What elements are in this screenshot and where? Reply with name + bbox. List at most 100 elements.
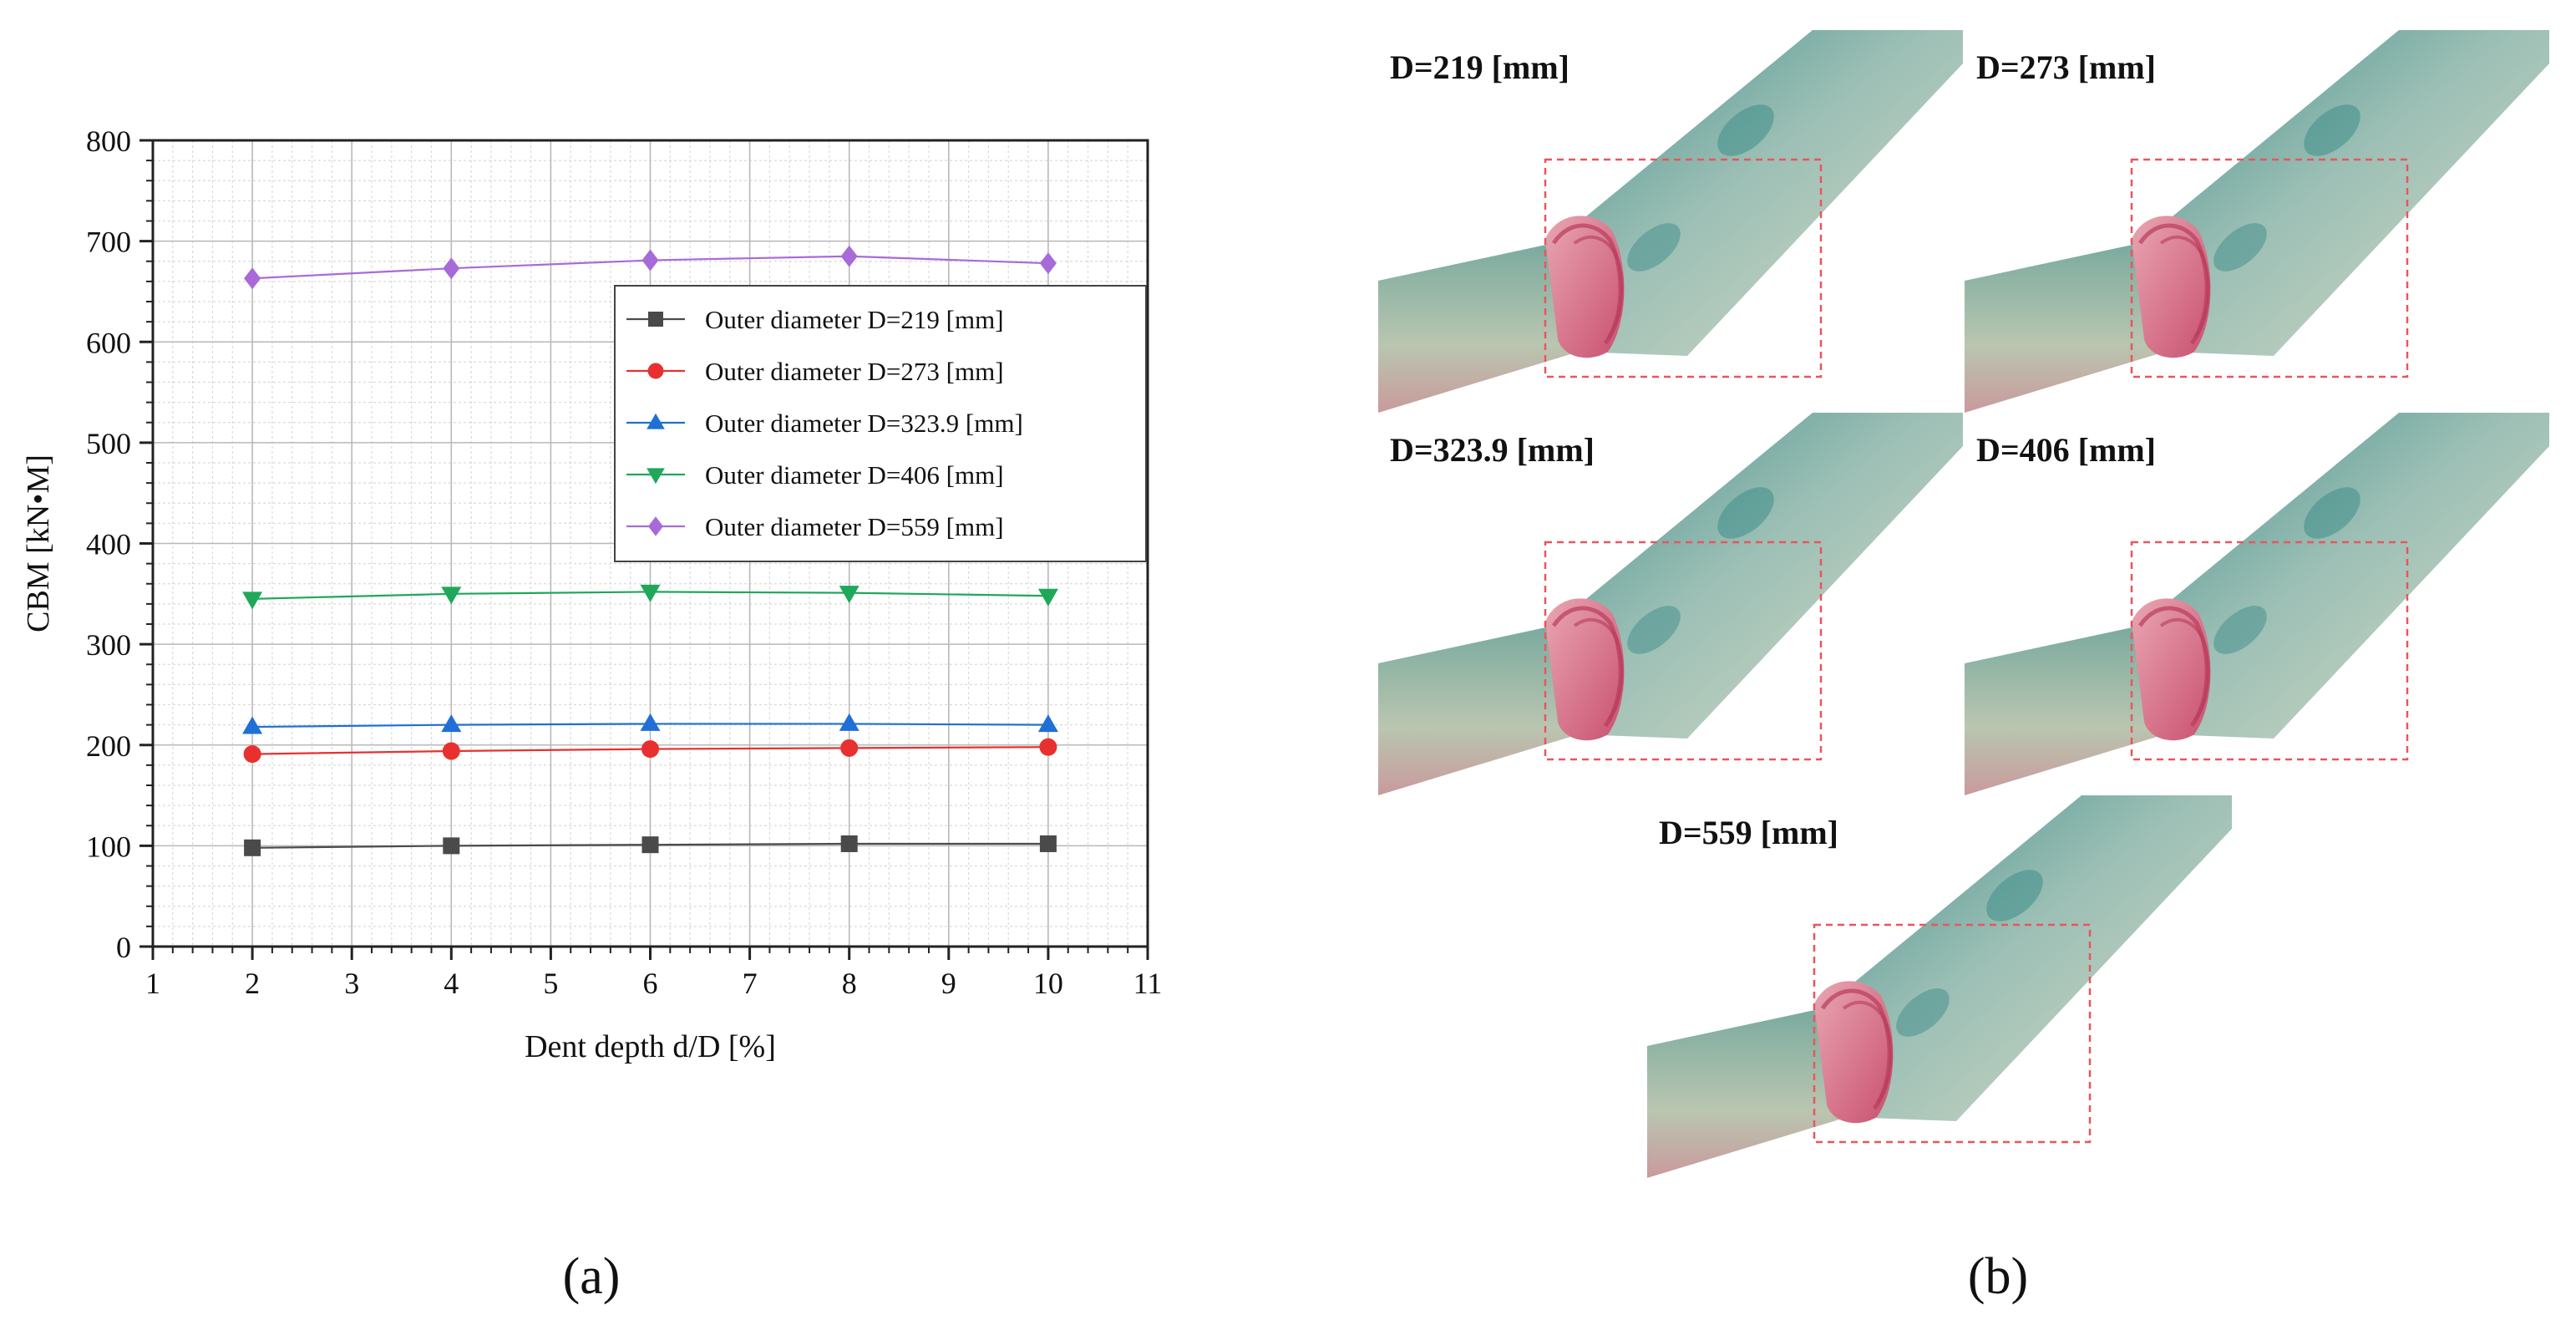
y-axis-title: CBM [kN•M] [21, 454, 56, 632]
stress-patch [2213, 223, 2267, 272]
dent-region [2132, 598, 2211, 741]
deformation-render-5: D=559 [mm] [1647, 795, 2232, 1178]
legend-marker [647, 413, 665, 429]
dent-fold [2159, 235, 2211, 339]
region-of-interest-box [2130, 541, 2409, 761]
data-point [1039, 738, 1057, 756]
case-label: D=559 [mm] [1659, 814, 1838, 851]
dent-fold [1573, 617, 1625, 722]
case-label: D=273 [mm] [1976, 48, 2156, 86]
stress-patch [2304, 104, 2360, 156]
case-label: D=323.9 [mm] [1390, 431, 1595, 469]
data-point [1039, 252, 1057, 275]
legend-box [614, 285, 1147, 562]
dent-region [1545, 216, 1625, 358]
x-tick-label: 7 [743, 967, 758, 1000]
x-tick-label: 8 [842, 967, 857, 1000]
case-label: D=219 [mm] [1390, 48, 1569, 86]
pipe-lower-segment [1965, 626, 2165, 795]
pipe-lower-segment [1965, 243, 2165, 413]
panel-a-label: (a) [563, 1248, 621, 1305]
data-point [839, 586, 860, 604]
pipe-lower-segment [1378, 626, 1579, 795]
series-2 [243, 738, 1057, 764]
legend: Outer diameter D=219 [mm] Outer diameter … [614, 285, 1147, 562]
series-4 [242, 584, 1058, 610]
legend-marker [648, 516, 663, 536]
legend-item: Outer diameter D=273 [mm] [626, 357, 1004, 386]
y-tick-label: 200 [86, 729, 131, 763]
pipe-lower-segment [1378, 243, 1579, 413]
data-point [640, 584, 661, 602]
stress-patch [2213, 606, 2267, 654]
series-5 [244, 245, 1057, 290]
pipe-upper-segment [2140, 413, 2549, 739]
data-point [1039, 835, 1057, 852]
y-tick-label: 800 [86, 124, 131, 158]
deformation-render-2: D=273 [mm] [1965, 30, 2549, 413]
data-point [640, 713, 661, 731]
data-point [441, 586, 462, 605]
data-point [840, 835, 858, 852]
y-tick-label: 300 [86, 628, 131, 662]
x-axis-title: Dent depth d/D [%] [525, 1029, 776, 1064]
dent-region [2132, 216, 2211, 358]
pipe-upper-segment [2140, 30, 2549, 356]
dent-fold [1573, 235, 1625, 339]
region-of-interest-box [1544, 541, 1823, 761]
deformation-render-3: D=323.9 [mm] [1378, 413, 1963, 795]
y-tick-label: 500 [86, 427, 131, 460]
y-tick-label: 400 [86, 528, 131, 561]
data-point [442, 742, 460, 760]
x-tick-label: 10 [1033, 967, 1063, 1000]
pipe-deformation-panels: D=219 [mm] D=273 [mm] D=323.9 [mm] D=406 [m… [1378, 30, 2549, 1178]
data-point [1037, 714, 1058, 733]
data-point [443, 257, 460, 280]
pipe-upper-segment [1554, 413, 1963, 739]
pipe-upper-segment [1554, 30, 1963, 356]
legend-label: Outer diameter D=406 [mm] [705, 460, 1004, 490]
data-point [443, 837, 460, 855]
x-tick-label: 9 [941, 967, 956, 1000]
legend-label: Outer diameter D=559 [mm] [705, 512, 1004, 541]
legend-marker [647, 363, 664, 379]
panel-b-label: (b) [1968, 1248, 2028, 1305]
legend-item: Outer diameter D=219 [mm] [626, 305, 1004, 334]
deformation-render-4: D=406 [mm] [1965, 413, 2549, 795]
x-tick-label: 2 [245, 967, 260, 1000]
stress-patch [1896, 988, 1950, 1037]
legend-label: Outer diameter D=323.9 [mm] [705, 409, 1023, 438]
legend-marker [648, 312, 663, 327]
stress-patch [2304, 487, 2360, 539]
data-point [839, 713, 860, 731]
case-label: D=406 [mm] [1976, 431, 2156, 469]
data-point [840, 245, 858, 267]
data-point [1037, 588, 1058, 607]
y-tick-label: 0 [116, 931, 131, 964]
deformation-render-1: D=219 [mm] [1378, 30, 1963, 413]
legend-item: Outer diameter D=559 [mm] [626, 512, 1004, 541]
x-tick-label: 4 [444, 967, 459, 1000]
y-tick-label: 100 [86, 830, 131, 863]
data-point [641, 249, 659, 272]
data-point [244, 839, 261, 856]
region-of-interest-box [2130, 158, 2409, 378]
x-tick-label: 6 [643, 967, 658, 1000]
x-tick-label: 3 [344, 967, 359, 1000]
region-of-interest-box [1813, 923, 2092, 1144]
y-axis-ticks: 0 100 200 300 400 500 600 700 800 [86, 124, 153, 964]
series-1 [244, 835, 1057, 856]
stress-patch [1717, 487, 1774, 539]
legend-marker [647, 468, 665, 485]
data-point [641, 740, 659, 759]
dent-region [1545, 598, 1625, 741]
x-tick-label: 11 [1133, 967, 1163, 1000]
legend-label: Outer diameter D=219 [mm] [705, 305, 1004, 334]
series-layer [242, 245, 1058, 856]
stress-patch [1717, 104, 1774, 156]
stress-patch [1627, 223, 1681, 272]
y-tick-label: 700 [86, 226, 131, 259]
x-tick-label: 5 [543, 967, 558, 1000]
dent-fold [2159, 617, 2211, 722]
data-point [641, 836, 659, 854]
